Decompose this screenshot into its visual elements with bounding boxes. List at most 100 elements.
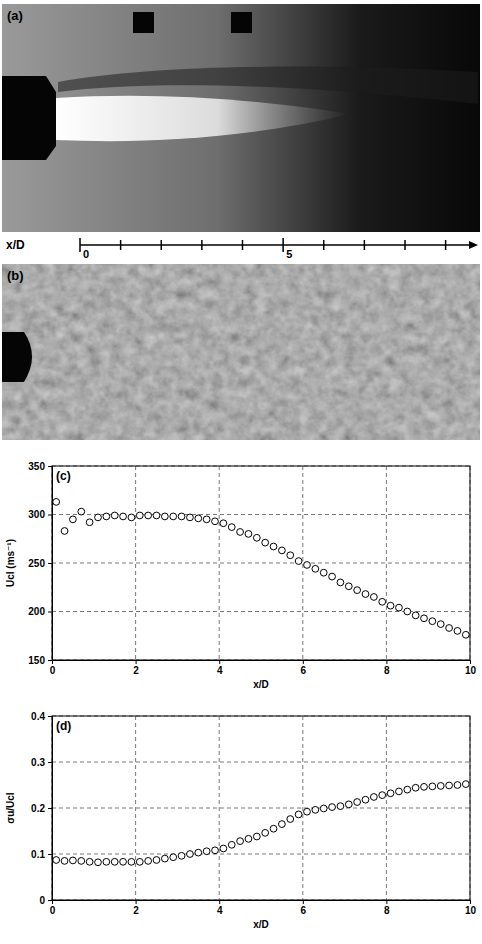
data-point [312, 565, 319, 572]
data-point [212, 518, 219, 525]
data-point [320, 569, 327, 576]
data-point [262, 539, 269, 546]
x-tick-label: 6 [301, 905, 307, 916]
data-point [78, 858, 85, 865]
image-b: (b) [2, 264, 480, 440]
y-tick-mark [48, 854, 52, 855]
y-tick-mark [48, 762, 52, 763]
y-tick: 0.2 [31, 803, 52, 814]
data-point [153, 512, 160, 519]
data-point [187, 851, 194, 858]
plot-frame [52, 466, 470, 660]
data-point [161, 513, 168, 520]
data-point [178, 513, 185, 520]
x-tick: 2 [133, 900, 139, 916]
x-tick: 6 [301, 660, 307, 676]
y-tick: 0 [39, 895, 52, 906]
data-point [429, 783, 436, 790]
grid-line-x [135, 716, 136, 900]
data-point [145, 858, 152, 865]
x-tick: 0 [50, 660, 56, 676]
x-tick-mark [470, 900, 471, 904]
data-point [136, 858, 143, 865]
data-point [396, 788, 403, 795]
x-tick-label: 0 [50, 905, 56, 916]
data-point [170, 854, 177, 861]
data-point [404, 786, 411, 793]
data-point [446, 782, 453, 789]
data-point [370, 594, 377, 601]
x-axis-line [53, 901, 471, 905]
panel-label: (a) [7, 8, 23, 23]
grid-line-y [52, 563, 470, 564]
data-point [170, 513, 177, 520]
y-tick-label: 0.4 [31, 711, 45, 722]
grid-line-x [386, 716, 387, 900]
data-point [370, 794, 377, 801]
plot-frame [52, 716, 470, 900]
x-tick-mark [386, 660, 387, 664]
grid-line-x [302, 466, 303, 660]
x-axis-title: x/D [253, 919, 269, 930]
x-tick-mark [303, 900, 304, 904]
chart: 024681000.10.20.30.4(d)x/Dσu/Ucl [5, 711, 476, 930]
data-point [404, 608, 411, 615]
panel-label: (d) [56, 719, 71, 733]
data-point [396, 604, 403, 611]
x-tick-mark [136, 660, 137, 664]
figure: (a)x/D05(b)0246810150200250300350(c)x/DU… [0, 0, 482, 944]
y-tick: 350 [28, 461, 52, 472]
data-point [120, 513, 127, 520]
data-point [437, 621, 444, 628]
ruler-tick-label: 0 [83, 248, 89, 260]
grid [52, 466, 470, 660]
nozzle [2, 76, 56, 160]
x-tick-label: 10 [465, 665, 477, 676]
data-point [287, 552, 294, 559]
y-tick-label: 200 [28, 606, 45, 617]
data-point [178, 852, 185, 859]
data-point [187, 514, 194, 521]
data-point [78, 508, 85, 515]
x-tick-label: 4 [217, 905, 223, 916]
ruler-tick-label: 5 [286, 248, 292, 260]
data-point [454, 628, 461, 635]
ruler-minor-tick [323, 240, 325, 250]
plot-background [52, 716, 470, 900]
data-point [312, 806, 319, 813]
data-point [279, 547, 286, 554]
data-point [61, 858, 68, 865]
ruler-minor-tick [120, 240, 122, 250]
y-tick-mark [48, 900, 52, 901]
x-tick-label: 2 [133, 905, 139, 916]
data-point [262, 829, 269, 836]
grid-line-x [302, 716, 303, 900]
data-point [136, 512, 143, 519]
grid [52, 716, 470, 900]
data-point [120, 858, 127, 865]
y-tick-label: 0 [39, 895, 45, 906]
image-background [2, 4, 480, 232]
y-tick-label: 0.2 [31, 803, 45, 814]
image-a: (a) [2, 4, 480, 232]
y-tick-label: 300 [28, 509, 45, 520]
grid-line-y [52, 762, 470, 763]
x-tick: 0 [50, 900, 56, 916]
data-point [279, 821, 286, 828]
data-point [53, 857, 60, 864]
data-point [462, 631, 469, 638]
data-point [103, 513, 110, 520]
data-point [429, 618, 436, 625]
x-axis: 0246810 [50, 660, 477, 676]
y-tick-label: 0.1 [31, 849, 45, 860]
data-point [412, 784, 419, 791]
grid-line-y [52, 854, 470, 855]
y-tick-mark [48, 563, 52, 564]
data-point [462, 781, 469, 788]
data-point [329, 804, 336, 811]
y-tick-mark [48, 808, 52, 809]
chart: 0246810150200250300350(c)x/DUcl (ms⁻¹) [5, 461, 476, 690]
data-points [53, 781, 469, 866]
data-point [354, 799, 361, 806]
data-point [270, 825, 277, 832]
